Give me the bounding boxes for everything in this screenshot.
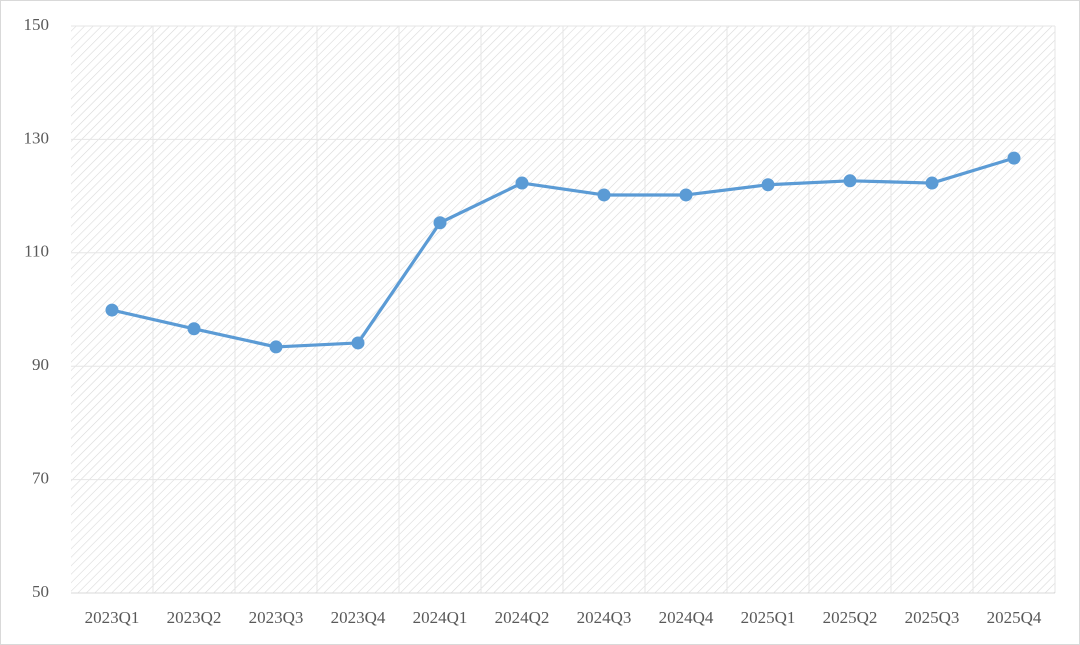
point — [351, 336, 365, 350]
point — [269, 340, 283, 354]
x-tick-label: 2025Q3 — [905, 608, 960, 627]
point — [433, 216, 447, 230]
point — [761, 178, 775, 192]
x-tick-label: 2025Q4 — [987, 608, 1042, 627]
x-tick-label: 2024Q3 — [577, 608, 632, 627]
y-tick-label: 90 — [32, 355, 49, 374]
y-tick-label: 150 — [24, 15, 50, 34]
y-tick-label: 110 — [24, 242, 49, 261]
point — [187, 322, 201, 336]
x-tick-label: 2024Q1 — [413, 608, 468, 627]
point — [679, 188, 693, 202]
point — [105, 303, 119, 317]
x-tick-label: 2023Q4 — [331, 608, 386, 627]
point — [1007, 151, 1021, 165]
x-tick-label: 2025Q2 — [823, 608, 878, 627]
y-tick-label: 130 — [24, 128, 50, 147]
x-tick-label: 2025Q1 — [741, 608, 796, 627]
x-tick-label: 2023Q3 — [249, 608, 304, 627]
series-line — [111, 156, 1015, 349]
point — [925, 176, 939, 190]
x-tick-label: 2024Q4 — [659, 608, 714, 627]
y-tick-label: 50 — [32, 582, 49, 601]
y-tick-label: 70 — [32, 469, 49, 488]
x-tick-label: 2023Q1 — [85, 608, 140, 627]
x-tick-label: 2024Q2 — [495, 608, 550, 627]
x-tick-label: 2023Q2 — [167, 608, 222, 627]
point — [515, 176, 529, 190]
point — [843, 174, 857, 188]
point — [597, 188, 611, 202]
